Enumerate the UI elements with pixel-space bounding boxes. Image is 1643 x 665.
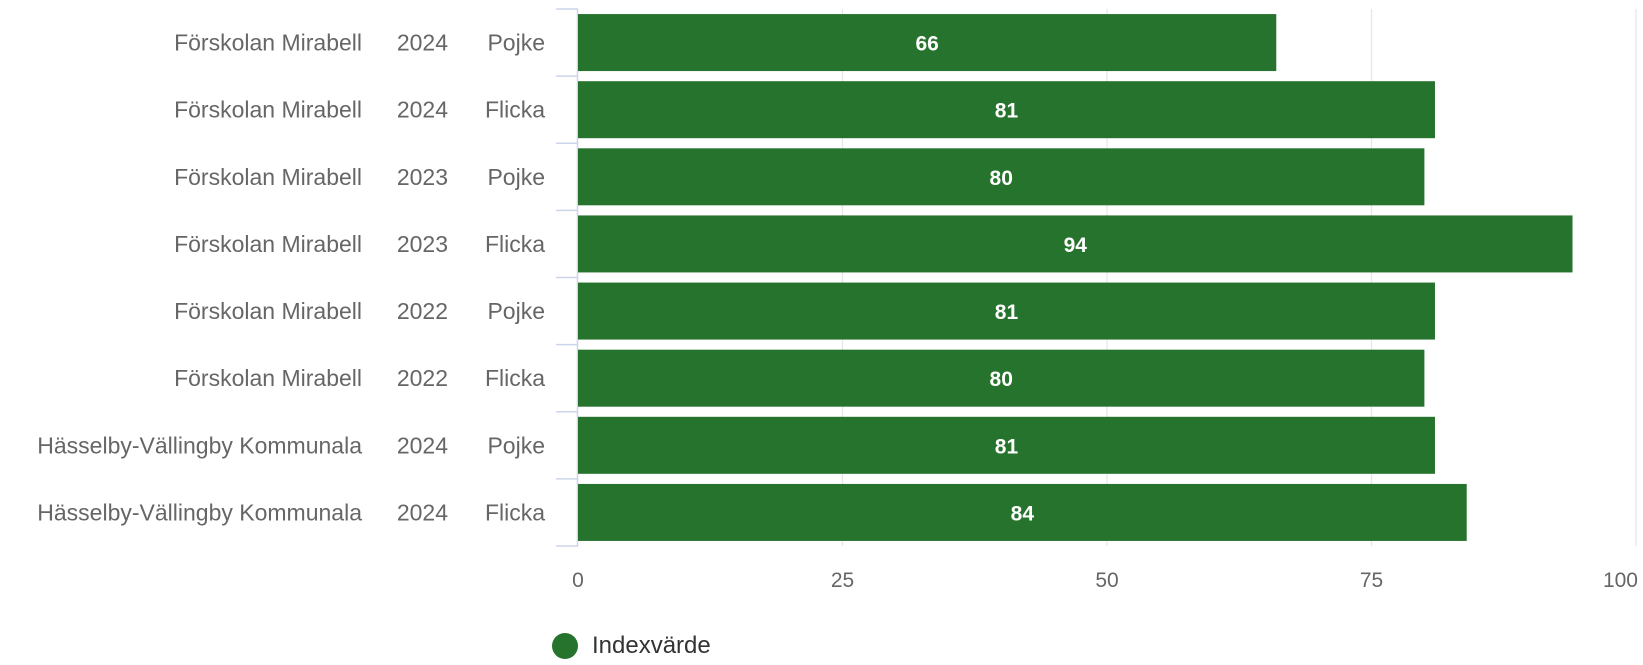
year-label: 2022 bbox=[397, 365, 448, 391]
data-label: 66 bbox=[915, 33, 938, 56]
bar bbox=[578, 14, 1277, 72]
x-tick-label: 25 bbox=[831, 569, 854, 592]
data-label: 94 bbox=[1064, 234, 1088, 257]
data-label: 81 bbox=[995, 100, 1019, 123]
data-label: 80 bbox=[990, 167, 1013, 190]
category-label: Hässelby-Vällingby Kommunala bbox=[37, 432, 362, 458]
gender-label: Flicka bbox=[485, 97, 545, 123]
gender-label: Pojke bbox=[487, 432, 545, 458]
gender-label: Flicka bbox=[485, 365, 545, 391]
year-label: 2023 bbox=[397, 164, 448, 190]
category-label: Förskolan Mirabell bbox=[174, 298, 362, 324]
data-label: 80 bbox=[990, 368, 1013, 391]
x-tick-label: 0 bbox=[572, 569, 584, 592]
gender-label: Flicka bbox=[485, 499, 545, 525]
year-label: 2024 bbox=[397, 97, 448, 123]
bar bbox=[578, 416, 1435, 474]
category-label: Förskolan Mirabell bbox=[174, 231, 362, 257]
data-label: 81 bbox=[995, 435, 1019, 458]
x-tick-label: 50 bbox=[1095, 569, 1118, 592]
x-tick-label: 100 bbox=[1603, 569, 1638, 592]
legend[interactable]: Indexvärde bbox=[552, 631, 711, 661]
bar bbox=[578, 483, 1467, 541]
year-label: 2024 bbox=[397, 499, 448, 525]
data-label: 84 bbox=[1011, 502, 1035, 525]
data-label: 81 bbox=[995, 301, 1019, 324]
year-label: 2022 bbox=[397, 298, 448, 324]
bar bbox=[578, 282, 1435, 340]
gender-label: Flicka bbox=[485, 231, 545, 257]
bar bbox=[578, 349, 1425, 407]
category-label: Förskolan Mirabell bbox=[174, 365, 362, 391]
category-label: Förskolan Mirabell bbox=[174, 30, 362, 56]
gender-label: Pojke bbox=[487, 164, 545, 190]
category-label: Förskolan Mirabell bbox=[174, 97, 362, 123]
category-label: Hässelby-Vällingby Kommunala bbox=[37, 499, 362, 525]
year-label: 2023 bbox=[397, 231, 448, 257]
year-label: 2024 bbox=[397, 432, 448, 458]
bar bbox=[578, 81, 1435, 139]
year-label: 2024 bbox=[397, 30, 448, 56]
legend-marker bbox=[552, 633, 578, 659]
gender-label: Pojke bbox=[487, 298, 545, 324]
legend-label: Indexvärde bbox=[592, 632, 711, 659]
bar bbox=[578, 215, 1573, 273]
category-label: Förskolan Mirabell bbox=[174, 164, 362, 190]
bar bbox=[578, 148, 1425, 206]
gender-label: Pojke bbox=[487, 30, 545, 56]
x-tick-label: 75 bbox=[1360, 569, 1383, 592]
